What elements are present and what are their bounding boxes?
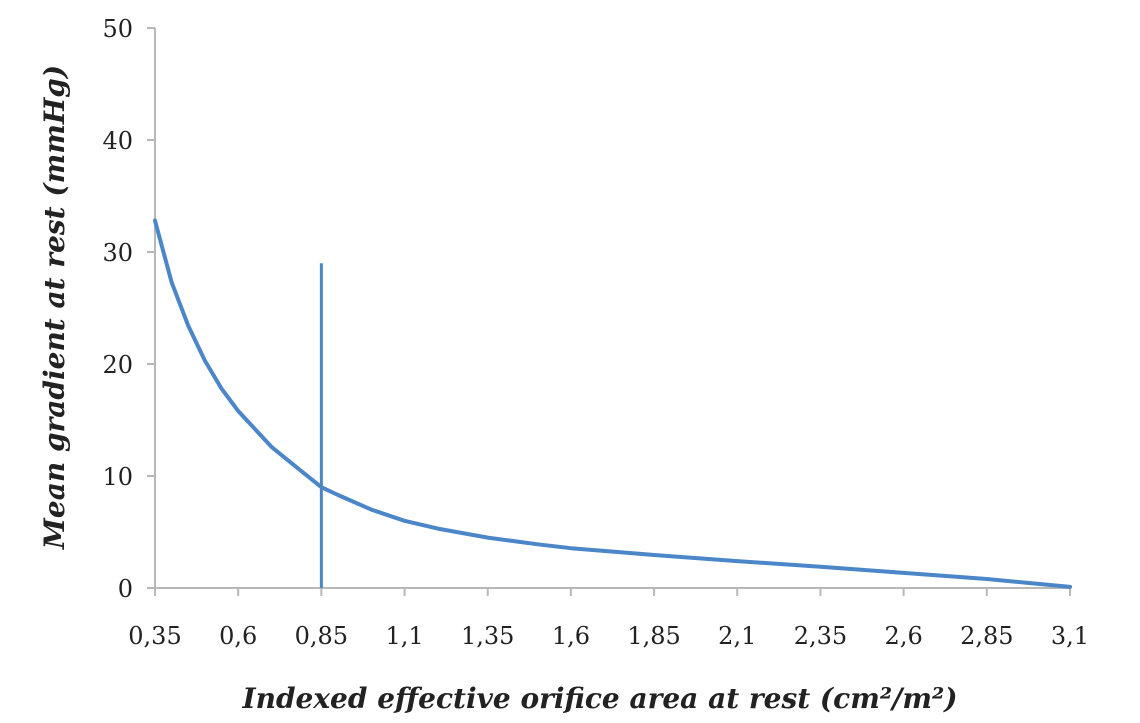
- ticks: 0 10 20 30 40 50 0,35 0,6 0,85 1,1 1,35 1,6 1,85 2,1 2…: [102, 15, 1089, 650]
- x-tick-label: 2,35: [794, 622, 847, 650]
- plot-area: [153, 218, 1072, 589]
- x-tick-label: 1,1: [385, 622, 423, 650]
- x-axis-title: Indexed effective orifice area at rest (…: [242, 682, 958, 715]
- y-tick-label: 20: [102, 351, 133, 379]
- x-tick-label: 0,85: [295, 622, 348, 650]
- y-tick-label: 30: [102, 239, 133, 267]
- y-tick-label: 40: [102, 127, 133, 155]
- x-tick-label: 2,1: [718, 622, 756, 650]
- series-line: [153, 218, 1072, 589]
- x-tick-label: 0,6: [219, 622, 257, 650]
- y-tick-label: 0: [118, 575, 133, 603]
- y-axis-title: Mean gradient at rest (mmHg): [38, 65, 71, 550]
- x-tick-label: 0,35: [128, 622, 181, 650]
- x-tick-label: 1,35: [461, 622, 514, 650]
- x-tick-label: 3,1: [1051, 622, 1089, 650]
- x-tick-label: 1,6: [552, 622, 590, 650]
- x-tick-label: 2,85: [960, 622, 1013, 650]
- axes: [154, 28, 1070, 589]
- x-tick-label: 2,6: [885, 622, 923, 650]
- x-tick-label: 1,85: [627, 622, 680, 650]
- y-tick-label: 10: [102, 463, 133, 491]
- y-tick-label: 50: [102, 15, 133, 43]
